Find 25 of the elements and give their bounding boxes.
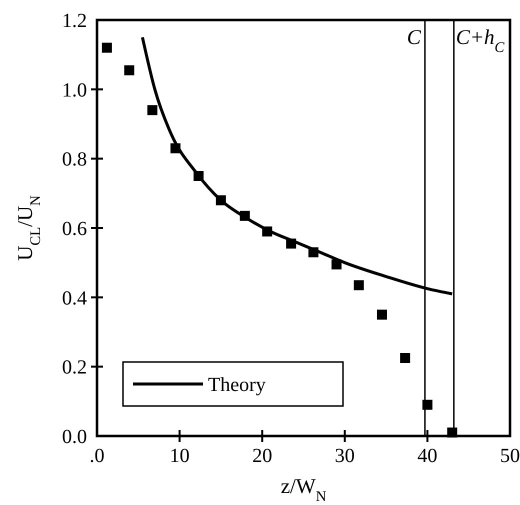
- y-tick-label: 0.2: [62, 356, 87, 379]
- point: [124, 65, 134, 76]
- x-tick-label: 40: [417, 445, 438, 467]
- ref-line-label: C+h$_{C}$: [456, 25, 505, 56]
- y-tick-label: 0.0: [62, 426, 87, 448]
- point: [447, 428, 458, 438]
- y-tick-label: 0.6: [62, 218, 87, 240]
- x-tick-label: 10: [170, 445, 190, 467]
- y-tick-label: 0.8: [62, 148, 87, 171]
- y-tick-label: 0.4: [62, 287, 87, 310]
- x-tick-label: 50: [500, 445, 520, 467]
- x-axis-title: z/W$_{N}$: [280, 474, 327, 505]
- y-tick-label: 1.2: [62, 10, 87, 32]
- point: [147, 105, 158, 116]
- y-tick-label: 1.0: [62, 79, 87, 102]
- point: [376, 310, 387, 320]
- legend-label: Theory: [208, 374, 266, 396]
- ref-line-label: C: [406, 25, 422, 49]
- point: [422, 400, 432, 410]
- point: [400, 353, 410, 363]
- x-tick-label: .0: [90, 445, 104, 467]
- x-tick-label: 30: [334, 445, 355, 467]
- x-tick-label: 20: [252, 445, 272, 467]
- point: [102, 42, 112, 53]
- point: [354, 280, 364, 290]
